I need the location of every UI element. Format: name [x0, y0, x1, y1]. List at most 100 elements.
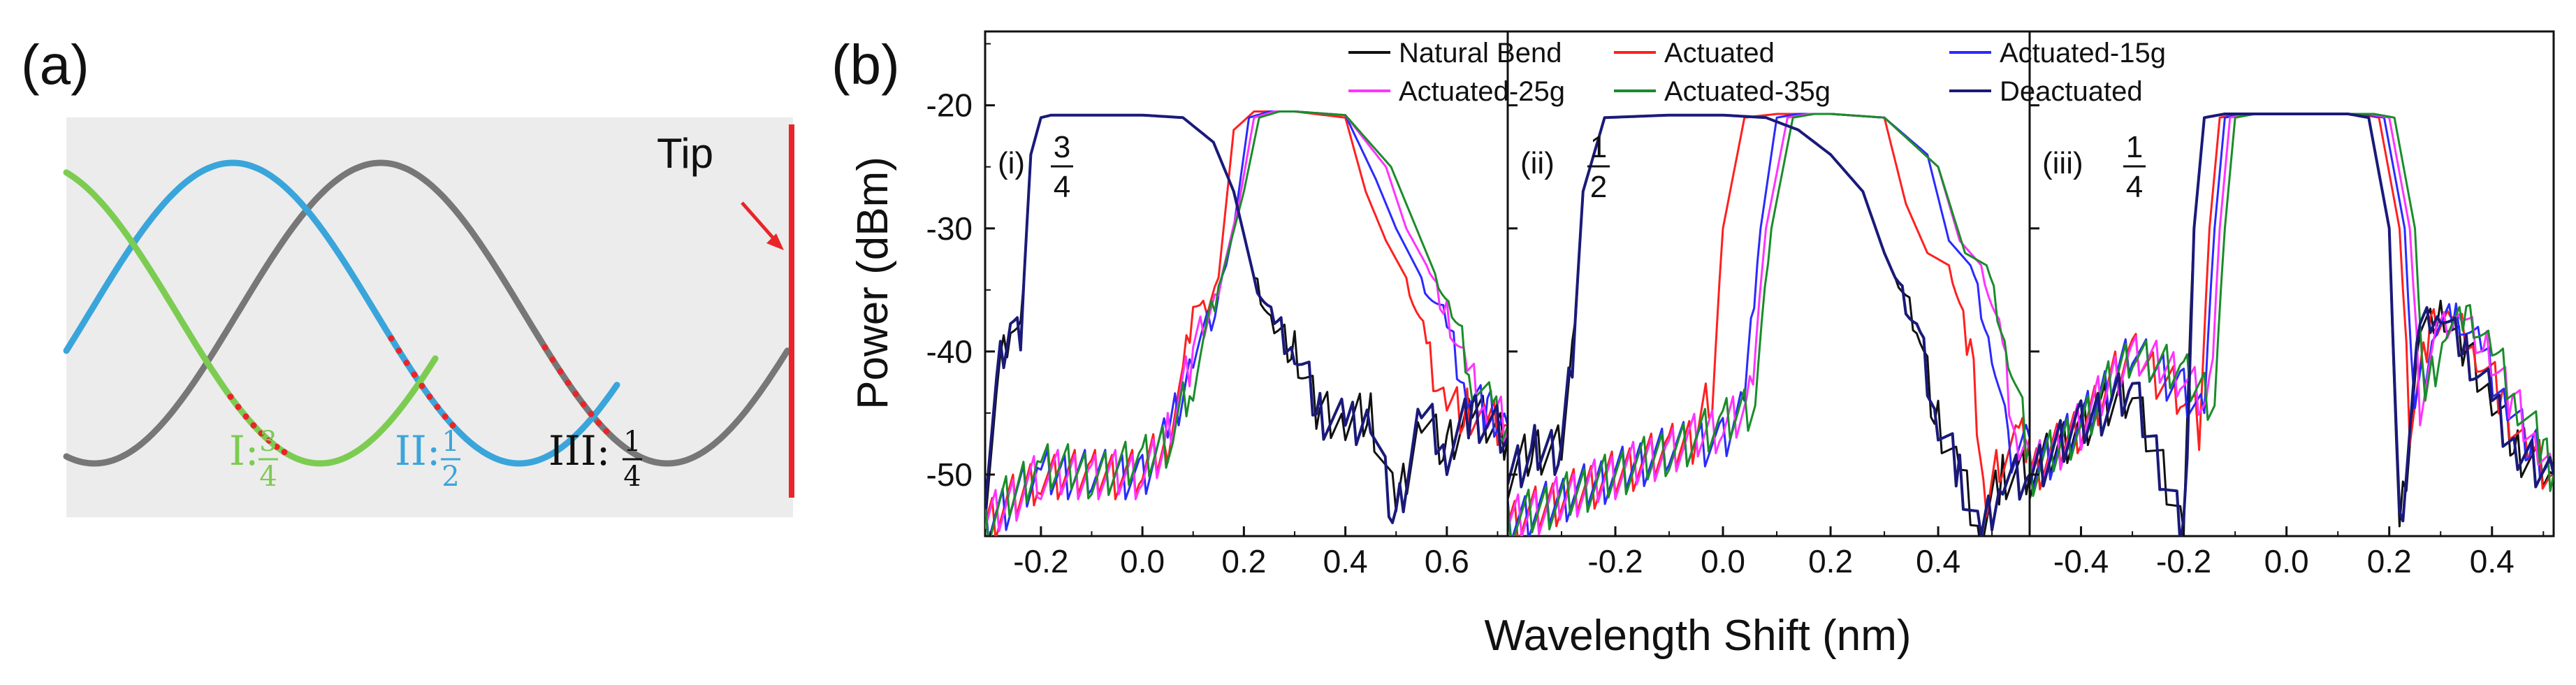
grating-dot — [557, 368, 564, 375]
curve-label-I-denominator: 4 — [259, 461, 277, 493]
x-tick-label: 0.2 — [1221, 543, 1266, 579]
series-line-actuated-iii — [2030, 113, 2554, 491]
legend-label: Deactuated — [2000, 76, 2143, 107]
x-tick-label: -0.2 — [2156, 543, 2211, 579]
grating-dot — [549, 356, 556, 363]
grating-dot — [411, 371, 418, 378]
curve-label-II-denominator: 2 — [442, 461, 459, 493]
subplot-fraction-denominator-ii: 2 — [1590, 170, 1607, 204]
grating-dot — [603, 428, 610, 435]
legend-item: Actuated-15g — [1949, 38, 2166, 68]
curve-label-III-name: III: — [548, 427, 610, 475]
curve-label-III: III: 1 4 — [548, 426, 642, 493]
curve-label-I-numerator: 3 — [259, 426, 277, 458]
legend-item: Actuated — [1614, 38, 1775, 68]
curve-label-II-name: II: — [395, 427, 440, 475]
series-line-actuated-35g-i — [985, 110, 1508, 536]
curve-label-II: II: 1 2 — [395, 426, 460, 493]
wave-curve-I — [63, 169, 439, 467]
grating-dot — [235, 403, 242, 410]
curve-label-I-name: I: — [229, 427, 259, 475]
subplot-fraction-numerator-i: 3 — [1054, 130, 1070, 164]
y-tick-label: -40 — [926, 333, 973, 370]
legend-item: Actuated-35g — [1614, 76, 1831, 107]
x-tick-label: -0.2 — [1587, 543, 1643, 579]
series-line-deactuated-ii — [1508, 113, 2030, 536]
x-tick-label: 0.0 — [1701, 543, 1745, 579]
y-tick-label: -30 — [926, 210, 973, 247]
panel-b-label: (b) — [831, 34, 900, 96]
curve-label-III-numerator: 1 — [623, 426, 641, 458]
grating-dot — [395, 347, 402, 354]
grating-dot — [281, 449, 288, 456]
legend-item: Natural Bend — [1348, 38, 1562, 68]
series-line-actuated-ii — [1508, 113, 2030, 536]
series-line-actuated-i — [985, 110, 1508, 536]
plot-frame — [984, 30, 2555, 538]
curve-label-I: I: 3 4 — [229, 426, 278, 493]
subplot-ii: -0.2 0.0 0.2 0.4 — [1506, 31, 2030, 579]
subplot-fraction-numerator-iii: 1 — [2126, 130, 2143, 164]
grating-dot — [442, 413, 449, 420]
legend-item: Actuated-25g — [1348, 76, 1565, 107]
legend-label: Actuated-15g — [2000, 38, 2166, 68]
panel-a-waves — [63, 159, 791, 467]
x-tick-label: 0.0 — [2264, 543, 2309, 579]
y-tick-label: -50 — [926, 456, 973, 493]
grating-dot — [388, 335, 395, 342]
x-tick-label: -0.2 — [1013, 543, 1068, 579]
x-tick-label: 0.0 — [1120, 543, 1165, 579]
grating-dot — [403, 359, 410, 366]
grating-dot — [273, 443, 280, 450]
panel-a-label: (a) — [21, 34, 89, 96]
grating-dot — [541, 344, 548, 351]
grating-dot — [258, 430, 265, 437]
x-tick-label: 0.6 — [1425, 543, 1469, 579]
grating-dot — [572, 390, 579, 397]
tip-label: Tip — [657, 130, 713, 177]
series-line-deactuated-iii — [2030, 113, 2554, 536]
y-axis: -50 -40 -30 -20 — [926, 43, 991, 537]
series-line-actuated-15g-iii — [2030, 113, 2554, 492]
legend-label: Actuated-35g — [1664, 76, 1831, 107]
subplot-fraction-denominator-iii: 4 — [2126, 170, 2143, 204]
subplot-i: -0.2 0.0 0.2 0.4 0.6 — [985, 104, 1508, 579]
grating-dot — [426, 394, 433, 401]
grating-dot — [419, 382, 425, 389]
grating-dot — [227, 394, 234, 401]
legend-item: Deactuated — [1949, 76, 2143, 107]
y-tick-label: -20 — [926, 87, 973, 124]
grating-dot — [242, 413, 249, 420]
series-line-deactuated-i — [985, 113, 1508, 524]
series-line-natural-bend-iii — [2030, 113, 2554, 533]
x-tick-label: 0.2 — [2367, 543, 2412, 579]
series-line-actuated-35g-ii — [1508, 113, 2030, 536]
x-tick-label: 0.4 — [2470, 543, 2515, 579]
legend: Natural Bend Actuated Actuated-15g Actuated… — [1348, 38, 2166, 107]
panel-a-diagram: Tip I: 3 4 II: 1 2 III: 1 4 — [63, 117, 794, 517]
legend-label: Actuated — [1664, 38, 1775, 68]
subplot-fraction-denominator-i: 4 — [1054, 170, 1070, 204]
x-axis-title: Wavelength Shift (nm) — [1484, 612, 1911, 660]
curve-label-III-denominator: 4 — [623, 461, 641, 493]
grating-dot — [434, 403, 441, 410]
subplot-iii: -0.4 -0.2 0.0 0.2 0.4 — [2028, 31, 2554, 579]
subplot-label-ii: (ii) — [1520, 146, 1555, 180]
grating-dot — [595, 419, 602, 426]
subplots: -0.2 0.0 0.2 0.4 0.6 -0.2 0.0 0.2 0.4 -0.4 -0.2 0.0… — [985, 31, 2554, 579]
grating-dot — [265, 437, 272, 444]
series-line-actuated-35g-iii — [2030, 113, 2554, 497]
spectra-chart: -0.2 0.0 0.2 0.4 0.6 -0.2 0.0 0.2 0.4 -0.4 -0.2 0.0… — [849, 30, 2555, 660]
series-line-actuated-25g-i — [985, 110, 1508, 533]
legend-label: Actuated-25g — [1399, 76, 1565, 107]
subplot-fraction-numerator-ii: 1 — [1590, 130, 1607, 164]
tip-arrowhead-icon — [766, 233, 784, 250]
subplot-label-iii: (iii) — [2042, 146, 2083, 180]
y-axis-title: Power (dBm) — [849, 157, 897, 410]
grating-dot — [588, 410, 595, 417]
grating-dot — [449, 422, 456, 429]
x-tick-label: 0.2 — [1808, 543, 1853, 579]
series-line-actuated-15g-ii — [1508, 113, 2030, 536]
curve-label-II-numerator: 1 — [442, 426, 459, 458]
